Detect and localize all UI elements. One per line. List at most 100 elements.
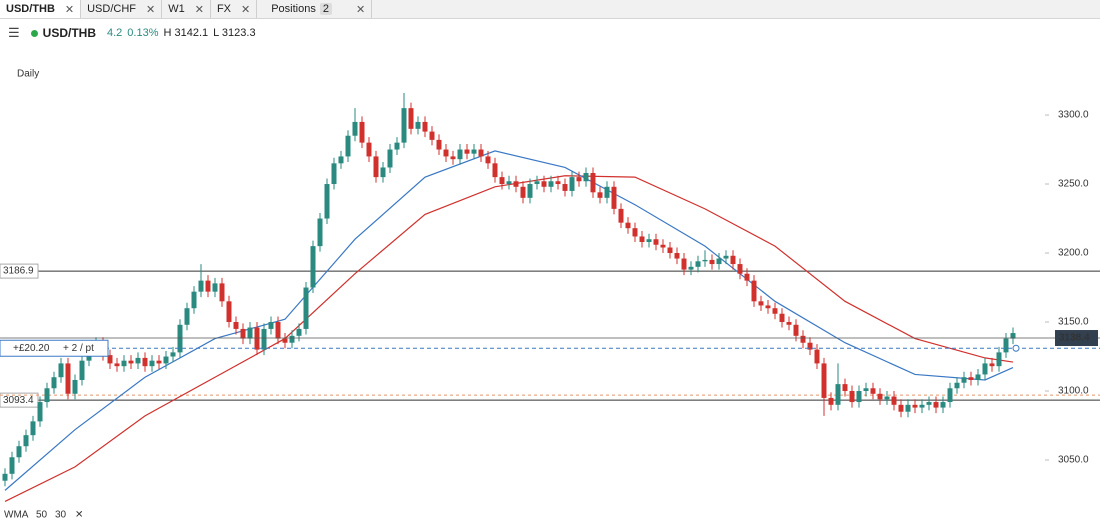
candle-body [905,404,911,412]
wma-line [4,175,1014,502]
candle-body [926,402,932,405]
candle-body [674,253,680,259]
chart: Daily 3050.0 3100.0 3150.0 3200.0 3250.0 3300… [0,69,1100,521]
candle-body [583,172,589,182]
candle-body [23,435,29,447]
candle-body [72,379,78,394]
candle-body [135,357,141,364]
change-pct: 0.13% [127,27,159,39]
candle-body [16,446,22,458]
candle-body [527,184,533,198]
candle-body [268,322,274,329]
candle-body [499,177,505,185]
candle-body [184,308,190,325]
menu-icon[interactable]: ☰ [8,25,20,40]
close-icon[interactable]: ✕ [241,3,251,16]
position-handle [1012,344,1020,352]
candle-body [205,280,211,292]
candle-body [772,308,778,314]
candle-body [541,181,547,187]
candle-body [128,360,134,364]
level-label-box [0,392,39,408]
candle-body [450,156,456,160]
candle-body [198,280,204,292]
candle-body [828,397,834,405]
close-icon[interactable]: ✕ [194,3,204,16]
candle-body [982,363,988,375]
tab-label: USD/THB [6,3,55,15]
close-icon[interactable]: ✕ [146,3,156,16]
quote-bar: ☰ USD/THB 4.2 0.13% H 3142.1 L 3123.3 [0,19,1100,47]
candle-body [282,338,288,343]
candle-body [401,108,407,143]
candle-body [625,222,631,229]
candle-body [163,356,169,364]
candle-body [303,287,309,329]
wma-line [4,150,1014,491]
close-icon[interactable]: ✕ [64,3,75,16]
candle-body [849,391,855,403]
candle-body [415,121,421,129]
candle-body [345,135,351,157]
candle-body [37,402,43,422]
candle-body [569,177,575,191]
candle-body [107,355,113,364]
candle-body [611,186,617,209]
candle-body [149,360,155,367]
candle-body [968,377,974,380]
legend-close[interactable]: ✕ [75,510,83,521]
period-label: Daily [17,69,39,80]
tab[interactable]: USD/THB ✕ [0,0,82,18]
candle-body [996,352,1002,367]
candle-body [681,258,687,270]
candle-body [954,382,960,389]
candle-body [352,121,358,136]
position-size: + 2 / pt [63,343,94,354]
candle-body [737,264,743,274]
candle-body [520,186,526,198]
candle-body [191,291,197,309]
candle-body [688,266,694,270]
candle-body [58,363,64,378]
candle-body [933,402,939,408]
candle-body [436,139,442,150]
current-price-box [1055,330,1098,347]
candle-body [821,363,827,398]
tab[interactable]: W1 ✕ [162,0,211,18]
candle-body [891,396,897,405]
candle-body [590,172,596,193]
candle-body [254,327,260,350]
candle-body [639,236,645,242]
y-tick-label: 3200.0 [1058,248,1089,259]
candle-body [723,255,729,259]
candle-body [226,301,232,323]
candle-body [562,184,568,191]
candle-body [240,328,246,339]
tab[interactable]: Positions 2 ✕ [257,0,373,18]
candle-body [646,239,652,242]
candle-body [975,374,981,380]
tab[interactable]: FX ✕ [211,0,258,18]
candle-body [1003,338,1009,353]
candle-body [142,357,148,367]
candle-body [79,360,85,380]
candle-body [233,322,239,329]
current-price-label: 3138.4 [1059,333,1090,344]
candle-body [485,156,491,164]
candle-body [443,149,449,157]
candle-body [702,259,708,262]
candle-body [289,335,295,343]
candle-body [744,273,750,281]
candle-body [800,335,806,343]
candle-body [555,181,561,185]
level-label-box [0,263,39,279]
candle-body [492,163,498,178]
instrument-name[interactable]: USD/THB [42,26,96,40]
indicator-label: WMA [4,510,29,521]
candle-body [730,255,736,265]
candle-body [576,177,582,182]
tab[interactable]: USD/CHF ✕ [81,0,163,18]
candle-body [317,218,323,247]
close-icon[interactable]: ✕ [355,3,366,16]
